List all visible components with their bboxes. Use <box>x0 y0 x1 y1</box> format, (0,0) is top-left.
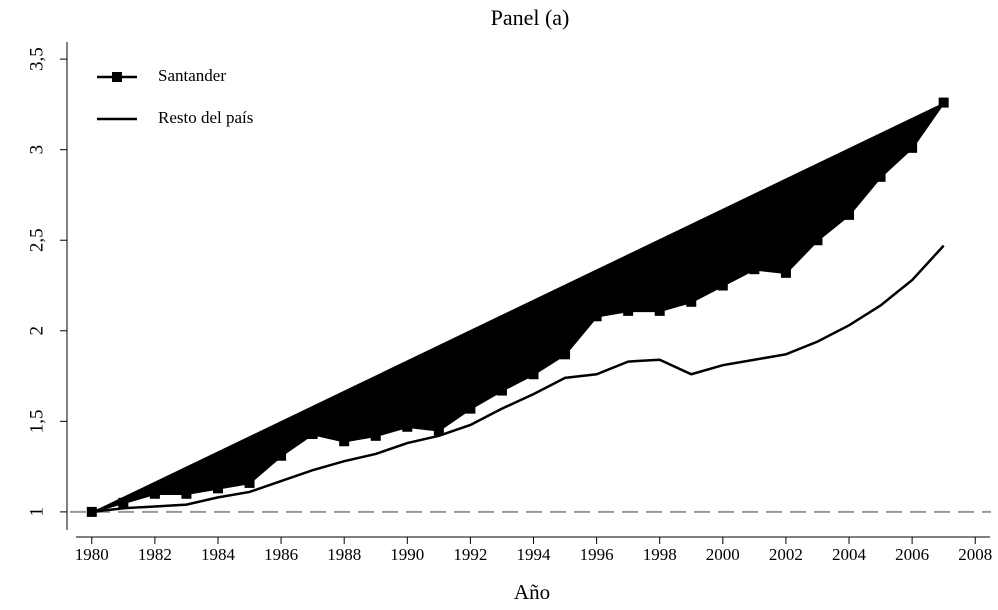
chart-title: Panel (a) <box>491 5 570 30</box>
x-tick-label: 2002 <box>769 545 803 564</box>
x-tick-label: 1984 <box>201 545 236 564</box>
marker <box>780 267 791 278</box>
x-tick-label: 1988 <box>327 545 361 564</box>
legend-label: Santander <box>158 66 226 85</box>
marker <box>938 97 949 108</box>
marker <box>465 403 476 414</box>
legend-label: Resto del país <box>158 108 253 127</box>
series-line <box>91 244 945 514</box>
x-tick-label: 1996 <box>580 545 614 564</box>
marker <box>844 209 855 220</box>
marker <box>528 369 539 380</box>
marker <box>717 280 728 291</box>
marker <box>560 349 571 360</box>
y-tick-label: 2,5 <box>26 228 47 252</box>
marker <box>496 385 507 396</box>
x-tick-label: 2006 <box>895 545 929 564</box>
marker <box>181 488 192 499</box>
marker <box>86 506 97 517</box>
x-tick-label: 1980 <box>75 545 109 564</box>
marker <box>402 421 413 432</box>
gap-area <box>91 102 944 512</box>
y-tick-label: 2 <box>26 326 47 336</box>
x-tick-label: 2008 <box>958 545 992 564</box>
x-tick-label: 1986 <box>264 545 298 564</box>
x-tick-label: 1982 <box>138 545 172 564</box>
marker <box>118 497 129 508</box>
y-tick-label: 1,5 <box>26 409 47 433</box>
marker <box>276 450 287 461</box>
marker <box>370 430 381 441</box>
marker <box>433 425 444 436</box>
marker <box>307 429 318 440</box>
y-tick-label: 3,5 <box>26 47 47 71</box>
x-tick-label: 1992 <box>453 545 487 564</box>
marker <box>149 488 160 499</box>
marker <box>339 436 350 447</box>
y-tick-label: 3 <box>26 145 47 155</box>
legend-marker <box>112 72 122 82</box>
x-axis-label: Año <box>514 580 550 604</box>
marker <box>244 477 255 488</box>
x-tick-label: 1994 <box>517 545 552 564</box>
marker <box>591 311 602 322</box>
x-tick-label: 1998 <box>643 545 677 564</box>
y-tick-label: 1 <box>26 507 47 517</box>
marker <box>212 483 223 494</box>
x-tick-label: 2000 <box>706 545 740 564</box>
marker <box>812 235 823 246</box>
marker <box>654 305 665 316</box>
marker <box>875 171 886 182</box>
marker <box>623 305 634 316</box>
x-tick-label: 2004 <box>832 545 867 564</box>
marker <box>749 264 760 275</box>
marker <box>686 296 697 307</box>
marker <box>907 142 918 153</box>
series-line <box>91 101 945 514</box>
x-tick-label: 1990 <box>390 545 424 564</box>
